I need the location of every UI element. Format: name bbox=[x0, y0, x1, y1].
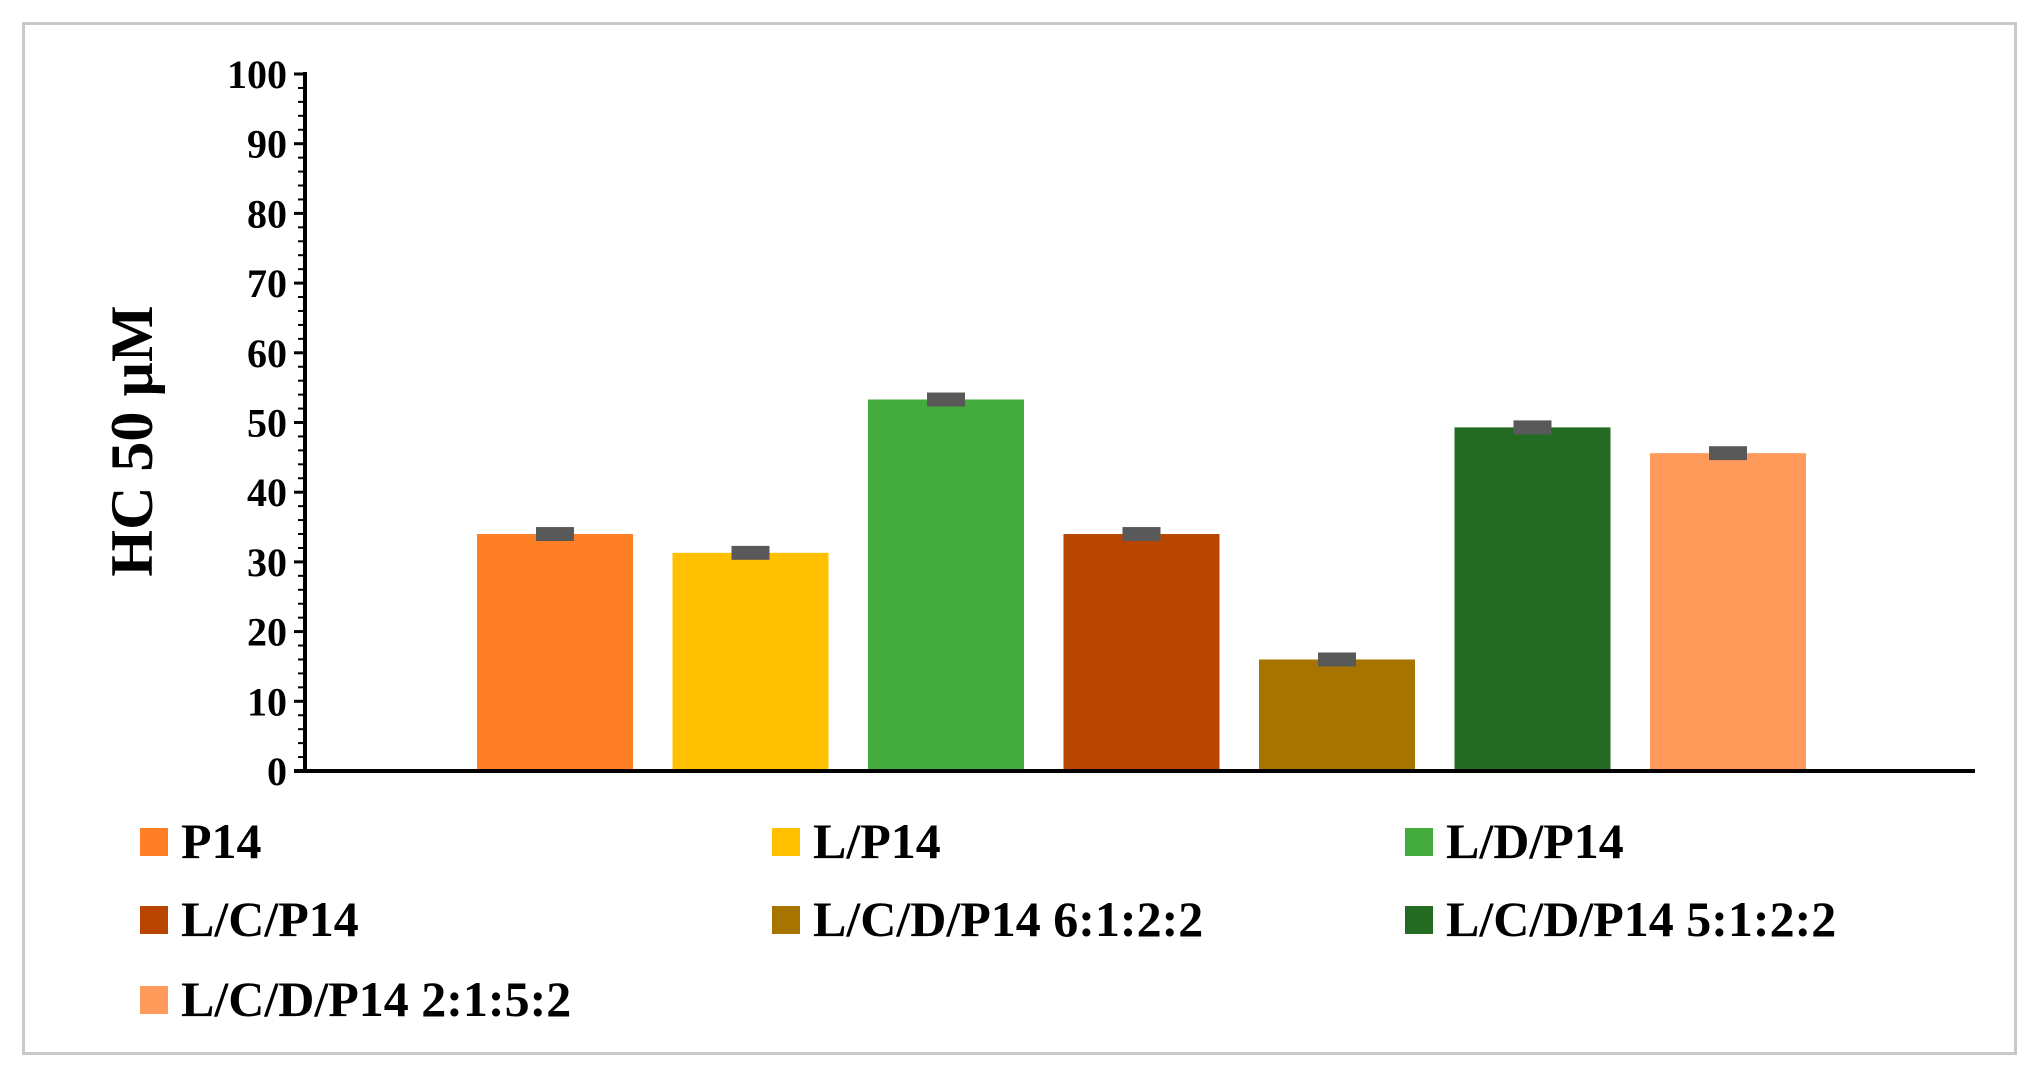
error-bar-3 bbox=[927, 392, 965, 407]
legend-label: L/C/P14 bbox=[181, 891, 359, 947]
legend-swatch bbox=[1405, 828, 1433, 856]
bars bbox=[477, 392, 1806, 771]
legend-item-6: L/C/D/P14 5:1:2:2 bbox=[1405, 891, 1836, 947]
y-tick-label: 40 bbox=[247, 470, 287, 515]
y-tick-label: 50 bbox=[247, 401, 287, 446]
legend-swatch bbox=[140, 906, 168, 934]
bar-5 bbox=[1259, 659, 1415, 771]
bar-4 bbox=[1063, 534, 1220, 771]
bar-1 bbox=[477, 534, 633, 771]
legend: P14 L/P14 L/D/P14 L/C/P14 L/C/D/P14 6:1:2:2 L… bbox=[140, 813, 1836, 1027]
y-axis-title: HC 50 µM bbox=[99, 305, 165, 576]
legend-item-4: L/C/P14 bbox=[140, 891, 359, 947]
y-tick-label: 60 bbox=[247, 331, 287, 376]
legend-label: L/C/D/P14 6:1:2:2 bbox=[813, 891, 1203, 947]
error-bar-5 bbox=[1318, 652, 1356, 667]
bar-3 bbox=[868, 399, 1024, 771]
legend-label: L/C/D/P14 2:1:5:2 bbox=[181, 971, 571, 1027]
legend-item-3: L/D/P14 bbox=[1405, 813, 1624, 869]
legend-label: L/C/D/P14 5:1:2:2 bbox=[1446, 891, 1836, 947]
bar-2 bbox=[672, 552, 829, 771]
error-bar-1 bbox=[536, 527, 574, 541]
y-tick-label: 30 bbox=[247, 540, 287, 585]
legend-swatch bbox=[772, 906, 800, 934]
legend-label: P14 bbox=[181, 813, 262, 869]
y-tick-label: 100 bbox=[227, 52, 287, 97]
y-tick-label: 0 bbox=[267, 749, 287, 794]
legend-swatch bbox=[140, 828, 168, 856]
bar-6 bbox=[1454, 427, 1611, 771]
legend-item-2: L/P14 bbox=[772, 813, 941, 869]
error-bar-2 bbox=[731, 545, 770, 560]
y-tick-label: 80 bbox=[247, 191, 287, 236]
error-bar-4 bbox=[1122, 527, 1161, 541]
error-bar-7 bbox=[1709, 446, 1747, 461]
y-tick-label: 10 bbox=[247, 679, 287, 724]
y-axis-ticks: 0 10 20 30 40 50 60 70 80 90 100 bbox=[227, 52, 305, 794]
legend-swatch bbox=[1405, 906, 1433, 934]
legend-label: L/P14 bbox=[813, 813, 941, 869]
legend-label: L/D/P14 bbox=[1446, 813, 1624, 869]
bar-7 bbox=[1650, 453, 1806, 771]
legend-item-7: L/C/D/P14 2:1:5:2 bbox=[140, 971, 571, 1027]
legend-swatch bbox=[772, 828, 800, 856]
legend-swatch bbox=[140, 986, 168, 1014]
error-bar-6 bbox=[1513, 420, 1552, 435]
axes bbox=[294, 72, 1975, 773]
y-tick-label: 90 bbox=[247, 122, 287, 167]
y-tick-label: 20 bbox=[247, 610, 287, 655]
legend-item-1: P14 bbox=[140, 813, 262, 869]
y-tick-label: 70 bbox=[247, 261, 287, 306]
legend-item-5: L/C/D/P14 6:1:2:2 bbox=[772, 891, 1203, 947]
